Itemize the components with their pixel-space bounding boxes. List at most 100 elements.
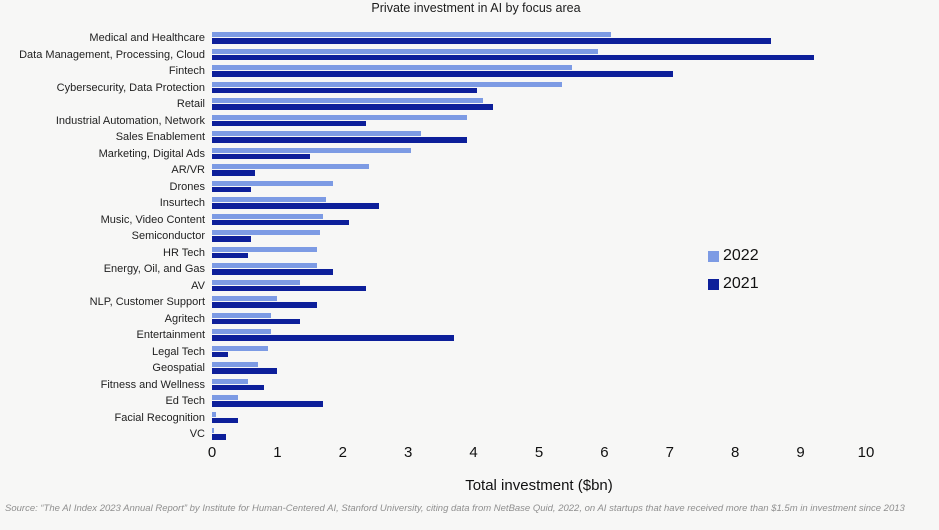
category-label: Facial Recognition <box>114 411 206 424</box>
x-axis-label: Total investment ($bn) <box>465 477 613 494</box>
bar-group <box>212 278 912 295</box>
chart-row: Semiconductor <box>0 228 939 245</box>
chart-row: AR/VR <box>0 162 939 179</box>
category-label: Entertainment <box>136 329 205 341</box>
legend-item-2021: 2021 <box>708 275 759 293</box>
bar-2021 <box>212 236 252 242</box>
bar-group <box>212 344 912 361</box>
bar-group <box>212 30 912 47</box>
chart-row: Music, Video Content <box>0 212 939 229</box>
bar-2022 <box>212 263 317 269</box>
x-tick: 10 <box>857 444 875 461</box>
category-label: Sales Enablement <box>115 131 205 143</box>
bar-group <box>212 146 912 163</box>
bar-group <box>212 311 912 328</box>
bar-2021 <box>212 252 248 258</box>
category-label: Retail <box>176 98 205 110</box>
bar-2022 <box>212 147 412 153</box>
x-tick: 6 <box>600 444 609 461</box>
bar-group <box>212 294 912 311</box>
bar-2021 <box>212 120 366 126</box>
bar-group <box>212 228 912 245</box>
chart-row: HR Tech <box>0 245 939 262</box>
bar-2022 <box>212 345 268 351</box>
legend-swatch-2021 <box>708 278 719 290</box>
chart-row: Fintech <box>0 63 939 80</box>
bar-group <box>212 63 912 80</box>
category-label: AV <box>191 279 205 292</box>
bar-2021 <box>212 38 772 44</box>
bar-group <box>212 113 912 130</box>
bar-2022 <box>212 32 611 38</box>
category-label: Data Management, Processing, Cloud <box>19 48 205 61</box>
chart-row: Retail <box>0 96 939 113</box>
bar-2022 <box>212 312 271 318</box>
chart-row: NLP, Customer Support <box>0 294 939 311</box>
category-label: Geospatial <box>152 362 205 374</box>
category-label: NLP, Customer Support <box>89 296 205 308</box>
category-label: AR/VR <box>171 164 205 176</box>
legend-label-2022: 2022 <box>723 247 759 264</box>
bar-2022 <box>212 395 239 401</box>
bar-2021 <box>212 170 255 176</box>
bar-2021 <box>212 368 278 374</box>
bar-group <box>212 96 912 113</box>
bar-2022 <box>212 65 572 71</box>
bar-2022 <box>212 81 562 87</box>
bar-2021 <box>212 269 333 275</box>
bar-group <box>212 327 912 344</box>
chart-row: Entertainment <box>0 327 939 344</box>
bar-2022 <box>212 362 258 368</box>
chart-title: Private investment in AI by focus area <box>371 1 581 15</box>
category-label: Music, Video Content <box>100 213 205 226</box>
chart-row: Insurtech <box>0 195 939 212</box>
legend: 2022 2021 <box>708 247 759 303</box>
bar-2021 <box>212 318 301 324</box>
bar-2022 <box>212 98 484 104</box>
chart-row: Facial Recognition <box>0 410 939 427</box>
bar-2021 <box>212 302 317 308</box>
x-tick: 0 <box>207 444 217 461</box>
bar-2021 <box>212 87 477 93</box>
bar-group <box>212 360 912 377</box>
source-note: Source: “The AI Index 2023 Annual Report… <box>5 503 905 514</box>
legend-label-2021: 2021 <box>723 275 759 292</box>
bar-2022 <box>212 428 214 434</box>
chart-row: Drones <box>0 179 939 196</box>
bar-group <box>212 261 912 278</box>
chart-row: Sales Enablement <box>0 129 939 146</box>
chart-row: Fitness and Wellness <box>0 377 939 394</box>
bar-group <box>212 80 912 97</box>
bar-group <box>212 162 912 179</box>
legend-item-2022: 2022 <box>708 247 759 265</box>
bar-2021 <box>212 351 229 357</box>
bar-2021 <box>212 104 494 110</box>
bar-2021 <box>212 54 814 60</box>
chart-row: Medical and Healthcare <box>0 30 939 47</box>
bar-group <box>212 179 912 196</box>
bar-2021 <box>212 384 265 390</box>
chart-row: AV <box>0 278 939 295</box>
bar-2022 <box>212 411 216 417</box>
x-tick: 1 <box>273 444 282 461</box>
category-label: Legal Tech <box>151 345 205 358</box>
category-label: VC <box>189 428 205 440</box>
category-label: Agritech <box>164 312 205 325</box>
chart-rows: Medical and Healthcare Data Management, P… <box>0 30 939 443</box>
bar-2022 <box>212 48 598 54</box>
x-tick: 8 <box>731 444 740 461</box>
chart-row: Ed Tech <box>0 393 939 410</box>
category-label: Cybersecurity, Data Protection <box>56 81 205 94</box>
chart-row: Geospatial <box>0 360 939 377</box>
x-tick: 2 <box>338 444 347 461</box>
bar-2021 <box>212 153 311 159</box>
bar-2022 <box>212 213 324 219</box>
bar-2021 <box>212 434 227 440</box>
category-label: Energy, Oil, and Gas <box>103 263 205 275</box>
category-label: Fitness and Wellness <box>100 378 205 391</box>
bar-2022 <box>212 131 422 137</box>
bar-2021 <box>212 285 366 291</box>
bar-group <box>212 129 912 146</box>
bar-2021 <box>212 186 252 192</box>
